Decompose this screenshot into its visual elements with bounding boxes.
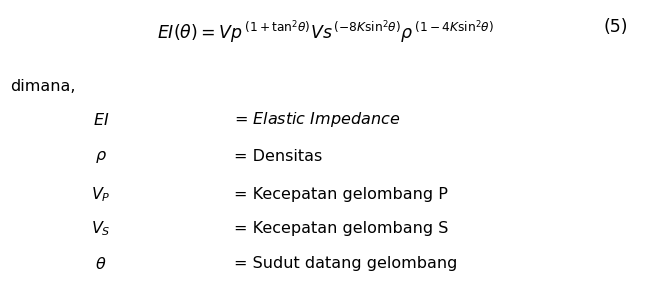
Text: = Densitas: = Densitas [234,149,323,164]
Text: = Kecepatan gelombang S: = Kecepatan gelombang S [234,221,449,237]
Text: dimana,: dimana, [10,79,76,94]
Text: = $\mathit{Elastic\ Impedance}$: = $\mathit{Elastic\ Impedance}$ [234,110,400,129]
Text: $EI$: $EI$ [92,112,109,128]
Text: (5): (5) [603,18,628,36]
Text: $\mathit{EI}(\theta) = \mathit{Vp}^{\,(1+\tan^2\!\theta)}\mathit{Vs}^{\,(-8K\sin: $\mathit{EI}(\theta) = \mathit{Vp}^{\,(1… [157,18,494,46]
Text: $\rho$: $\rho$ [95,149,107,164]
Text: = Sudut datang gelombang: = Sudut datang gelombang [234,256,458,271]
Text: = Kecepatan gelombang P: = Kecepatan gelombang P [234,187,449,202]
Text: $V_S$: $V_S$ [91,220,111,238]
Text: $\theta$: $\theta$ [95,256,107,272]
Text: $V_P$: $V_P$ [91,185,111,204]
